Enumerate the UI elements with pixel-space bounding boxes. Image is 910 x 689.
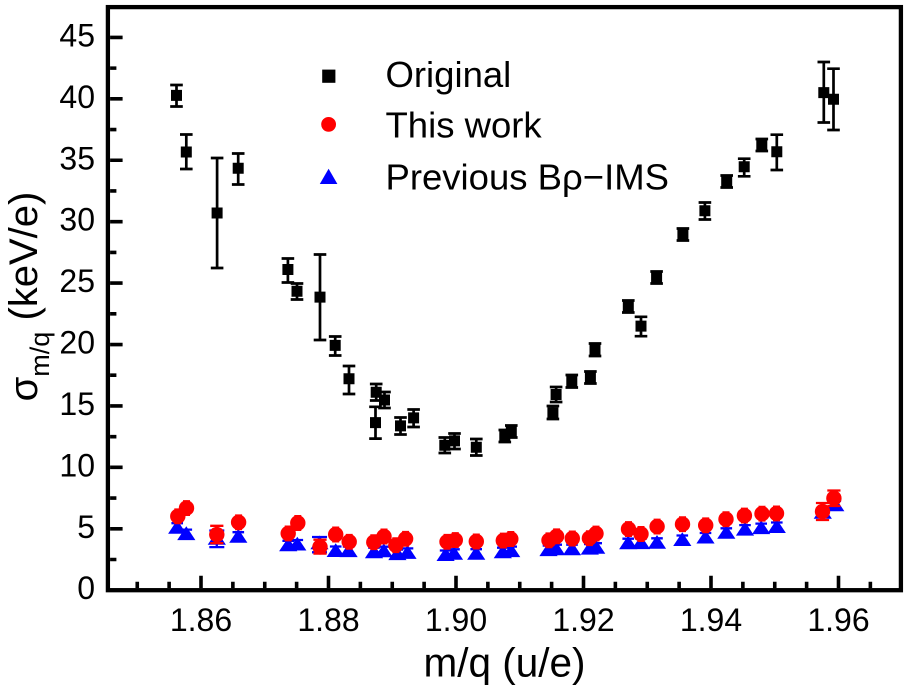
svg-text:10: 10 xyxy=(59,447,95,483)
svg-text:Previous Bρ−IMS: Previous Bρ−IMS xyxy=(386,157,669,198)
svg-text:1.90: 1.90 xyxy=(425,602,487,638)
svg-text:5: 5 xyxy=(77,509,95,545)
svg-text:1.86: 1.86 xyxy=(170,602,232,638)
svg-text:1.96: 1.96 xyxy=(807,602,869,638)
svg-text:30: 30 xyxy=(59,202,95,238)
svg-text:1.94: 1.94 xyxy=(680,602,742,638)
svg-text:25: 25 xyxy=(59,263,95,299)
svg-text:45: 45 xyxy=(59,17,95,53)
svg-text:1.92: 1.92 xyxy=(552,602,614,638)
svg-text:15: 15 xyxy=(59,386,95,422)
svg-text:1.88: 1.88 xyxy=(297,602,359,638)
svg-text:Original: Original xyxy=(386,54,512,95)
svg-text:35: 35 xyxy=(59,140,95,176)
svg-text:This work: This work xyxy=(386,105,543,146)
svg-text:20: 20 xyxy=(59,325,95,361)
svg-text:40: 40 xyxy=(59,79,95,115)
svg-text:m/q (u/e): m/q (u/e) xyxy=(423,640,585,686)
svg-text:0: 0 xyxy=(77,570,95,606)
